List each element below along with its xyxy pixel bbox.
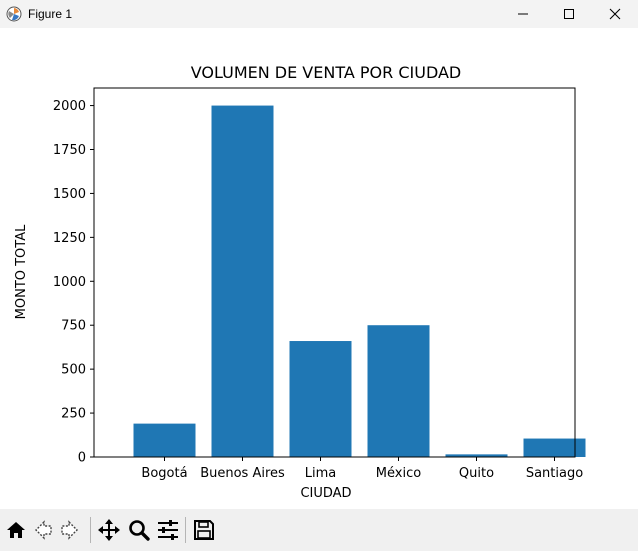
move-icon: [98, 519, 120, 541]
x-tick-label: Quito: [459, 466, 494, 481]
navigation-toolbar: [0, 509, 638, 551]
bar-chart: VOLUMEN DE VENTA POR CIUDAD 0 250 500 750 10…: [14, 63, 586, 501]
y-tick-label: 0: [78, 451, 86, 466]
y-tick-label: 1500: [53, 187, 86, 202]
bar-3: [367, 325, 430, 457]
home-button[interactable]: [3, 517, 29, 543]
bar-2: [289, 341, 352, 457]
forward-arrow-icon: [61, 520, 78, 540]
sliders-icon: [158, 520, 178, 540]
window-title: Figure 1: [28, 7, 73, 21]
matplotlib-app-icon: [6, 6, 22, 22]
chart-title: VOLUMEN DE VENTA POR CIUDAD: [191, 63, 462, 82]
y-axis-label: MONTO TOTAL: [14, 224, 29, 319]
y-tick-label: 1750: [53, 143, 86, 158]
pan-button[interactable]: [96, 517, 122, 543]
x-tick-label: Bogotá: [141, 466, 187, 481]
y-tick-label: 750: [61, 319, 86, 334]
y-tick-label: 500: [61, 363, 86, 378]
figure-canvas[interactable]: VOLUMEN DE VENTA POR CIUDAD 0 250 500 750 10…: [0, 28, 638, 509]
floppy-disk-icon: [194, 520, 214, 540]
y-tick-label: 2000: [53, 99, 86, 114]
close-icon: [609, 8, 621, 20]
x-tick-label: Santiago: [526, 466, 583, 481]
x-tick-label: México: [376, 466, 421, 481]
magnifier-icon: [129, 520, 150, 541]
save-button[interactable]: [191, 517, 217, 543]
bar-5: [523, 438, 586, 457]
bar-4: [445, 454, 508, 457]
toolbar-separator: [185, 517, 186, 543]
close-button[interactable]: [592, 0, 638, 28]
back-arrow-icon: [35, 520, 52, 540]
minimize-icon: [518, 13, 528, 15]
y-tick-label: 250: [61, 407, 86, 422]
toolbar-separator: [90, 517, 91, 543]
zoom-button[interactable]: [126, 517, 152, 543]
bar-1: [211, 105, 274, 458]
x-tick-label: Buenos Aires: [200, 466, 285, 481]
y-tick-label: 1250: [53, 231, 86, 246]
bar-0: [133, 423, 196, 457]
x-tick-label: Lima: [305, 466, 336, 481]
y-tick-label: 1000: [53, 275, 86, 290]
maximize-button[interactable]: [546, 0, 592, 28]
maximize-icon: [564, 9, 574, 19]
window-titlebar: Figure 1: [0, 0, 638, 28]
subplots-button[interactable]: [155, 517, 181, 543]
home-icon: [7, 522, 25, 538]
x-axis-label: CIUDAD: [300, 486, 351, 501]
back-button[interactable]: [30, 517, 56, 543]
minimize-button[interactable]: [500, 0, 546, 28]
forward-button[interactable]: [57, 517, 83, 543]
axes-frame: [93, 87, 576, 458]
